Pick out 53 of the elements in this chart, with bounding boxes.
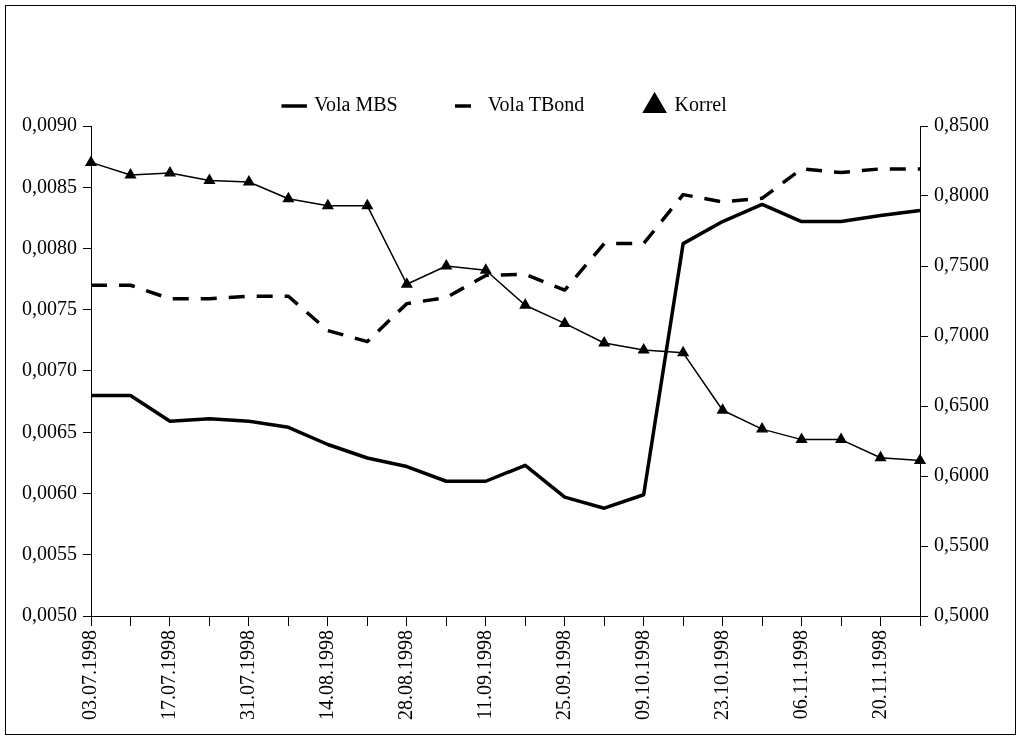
x-tick-label: 09.10.1998 xyxy=(630,630,653,720)
point xyxy=(124,168,137,179)
x-tick-label: 14.08.1998 xyxy=(315,630,338,720)
point xyxy=(400,277,413,288)
point xyxy=(677,345,690,357)
x-tick-label: 17.07.1998 xyxy=(157,630,180,720)
point xyxy=(716,403,729,414)
point xyxy=(913,453,927,465)
legend-label: Vola MBS xyxy=(314,93,398,116)
point xyxy=(558,316,571,327)
y2-tick-label: 0,5000 xyxy=(934,603,989,626)
y-tick-label: 0,0080 xyxy=(22,235,77,258)
point xyxy=(795,432,808,444)
y-tick-label: 0,0075 xyxy=(22,297,77,319)
point xyxy=(84,155,98,166)
y2-tick-label: 0,6000 xyxy=(934,463,989,486)
point xyxy=(361,198,374,210)
y-tick-label: 0,0085 xyxy=(22,174,77,197)
y-tick-label: 0,0050 xyxy=(22,603,77,626)
point xyxy=(203,173,216,185)
point xyxy=(598,336,611,347)
x-tick-label: 11.09.1998 xyxy=(473,630,496,720)
point xyxy=(163,165,177,177)
x-tick-label: 31.07.1998 xyxy=(236,630,259,720)
point xyxy=(834,432,848,444)
y2-tick-label: 0,7500 xyxy=(934,253,989,276)
x-tick-label: 28.08.1998 xyxy=(394,630,417,720)
x-tick-label: 23.10.1998 xyxy=(709,630,732,720)
point xyxy=(756,422,769,433)
legend-label: Korrel xyxy=(674,93,728,116)
point xyxy=(637,343,650,354)
point xyxy=(242,175,255,186)
point xyxy=(321,198,334,210)
x-tick-label: 06.11.1998 xyxy=(788,630,811,720)
y2-tick-label: 0,6500 xyxy=(934,393,989,416)
point xyxy=(519,298,532,309)
y2-tick-label: 0,7000 xyxy=(934,323,989,346)
y-tick-label: 0,0055 xyxy=(22,542,77,564)
x-tick-label: 20.11.1998 xyxy=(867,630,890,720)
x-tick-label: 03.07.1998 xyxy=(78,630,101,720)
point xyxy=(440,259,453,270)
y2-tick-label: 0,8500 xyxy=(934,113,989,136)
point xyxy=(282,191,295,203)
x-tick-label: 25.09.1998 xyxy=(551,630,574,720)
legend-label: Vola TBond xyxy=(487,93,585,116)
y2-tick-label: 0,5500 xyxy=(934,533,989,556)
y-tick-label: 0,0070 xyxy=(22,358,77,381)
y2-tick-label: 0,8000 xyxy=(934,183,989,206)
y-tick-label: 0,0090 xyxy=(22,113,77,136)
y-tick-label: 0,0065 xyxy=(22,419,77,442)
point xyxy=(874,450,887,462)
y-tick-label: 0,0060 xyxy=(22,480,77,503)
point xyxy=(479,263,492,274)
